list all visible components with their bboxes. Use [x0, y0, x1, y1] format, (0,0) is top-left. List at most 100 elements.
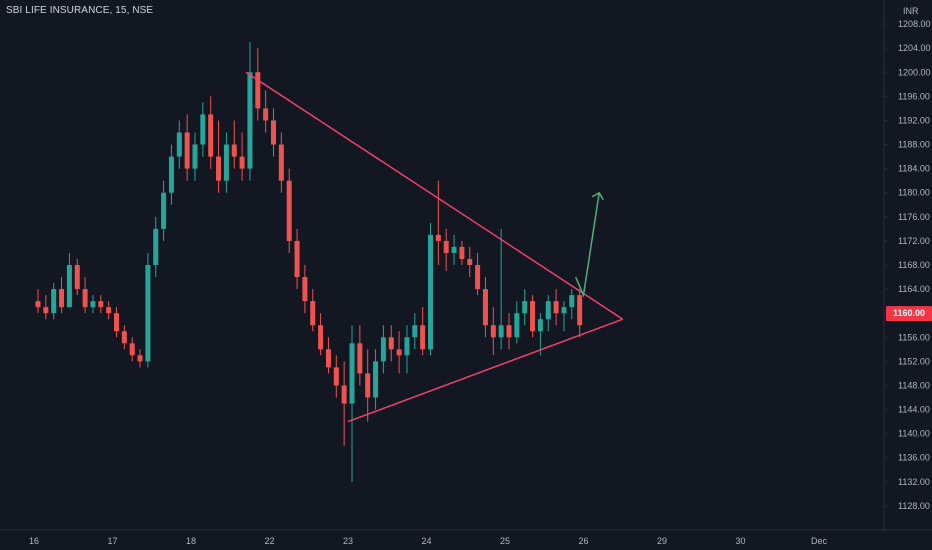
time-axis[interactable]: 16 17 18 22 23 24 25 26 29 30 Dec [29, 536, 828, 546]
chart-title: SBI LIFE INSURANCE, 15, NSE [6, 5, 154, 16]
candle-body [530, 301, 536, 332]
candle-body [263, 108, 269, 121]
candle-body [223, 144, 229, 181]
candle-body [216, 156, 222, 181]
candle-body [310, 301, 316, 326]
projection-arrowhead [591, 191, 604, 201]
time-tick-label: 25 [500, 536, 510, 546]
candle-body [59, 289, 65, 308]
candle-body [168, 156, 174, 193]
candle-body [106, 307, 112, 314]
candle-body [561, 307, 567, 314]
price-tick-label: 1192.00 [898, 115, 930, 125]
candle-body [404, 337, 410, 356]
candle-body [161, 192, 167, 229]
candle-body [577, 295, 583, 326]
candle-body [388, 337, 394, 350]
price-tick-label: 1204.00 [898, 43, 931, 53]
candle-body [349, 343, 355, 404]
price-tick-label: 1200.00 [898, 67, 931, 77]
price-tick-label: 1184.00 [898, 164, 930, 174]
candle-body [82, 289, 88, 308]
candle-body [129, 343, 135, 356]
price-tick-label: 1128.00 [898, 501, 930, 511]
candle-body [231, 144, 237, 157]
candle-body [396, 349, 402, 356]
candle-body [145, 265, 151, 362]
time-tick-label: 23 [343, 536, 353, 546]
candle-body [475, 265, 481, 290]
candle-body [412, 325, 418, 338]
candle-body [184, 132, 190, 169]
price-tick-label: 1156.00 [898, 332, 930, 342]
price-tick-label: 1140.00 [898, 429, 930, 439]
candle-body [302, 277, 308, 302]
price-tick-label: 1208.00 [898, 19, 931, 29]
candle-body [153, 228, 159, 265]
candle-body [357, 343, 363, 374]
time-tick-label: 24 [421, 536, 431, 546]
candle-body [506, 325, 512, 338]
price-tick-label: 1136.00 [898, 453, 930, 463]
price-tick-label: 1152.00 [898, 356, 930, 366]
time-tick-label: 16 [29, 536, 39, 546]
candle-body [569, 295, 575, 308]
time-tick-label: 22 [264, 536, 274, 546]
candle-body [498, 325, 504, 338]
trendline-lower [347, 318, 624, 423]
time-tick-label: Dec [811, 536, 828, 546]
candle-body [435, 234, 441, 241]
candle-body [459, 246, 465, 259]
candle-body [365, 373, 371, 398]
projection-path [574, 192, 600, 298]
trendlines-layer [245, 71, 624, 423]
candle-body [553, 301, 559, 314]
candle-body [294, 240, 300, 278]
candle-body [51, 289, 57, 314]
price-axis[interactable]: 1128.00 1132.00 1136.00 1140.00 1144.00 1148.… [884, 19, 931, 511]
candle-body [278, 144, 284, 181]
price-tick-label: 1176.00 [898, 212, 930, 222]
candle-body [341, 385, 347, 404]
price-tick-label: 1172.00 [898, 236, 930, 246]
candle-body [428, 234, 433, 350]
candle-body [74, 265, 80, 290]
candle-body [467, 258, 473, 265]
candle-body [545, 301, 551, 320]
last-price-value: 1160.00 [893, 308, 925, 318]
candle-body [98, 301, 104, 308]
candle-body [380, 337, 386, 362]
candle-body [443, 240, 449, 253]
candle-body [373, 361, 379, 398]
time-tick-label: 17 [107, 536, 117, 546]
candle-body [255, 72, 261, 109]
time-tick-label: 26 [578, 536, 588, 546]
candle-body [271, 120, 276, 145]
price-tick-label: 1168.00 [898, 260, 930, 270]
price-tick-label: 1132.00 [898, 477, 930, 487]
price-tick-label: 1144.00 [898, 405, 930, 415]
candle-body [537, 319, 543, 332]
candle-body [318, 325, 324, 350]
candle-body [66, 265, 72, 308]
price-tick-label: 1164.00 [898, 284, 930, 294]
price-tick-label: 1180.00 [898, 188, 930, 198]
candle-body [482, 289, 488, 326]
candle-body [200, 114, 206, 145]
price-tick-label: 1196.00 [898, 91, 930, 101]
last-price-badge: 1160.00 [886, 306, 932, 322]
candle-body [333, 367, 339, 386]
candle-body [208, 114, 214, 157]
candle-body [176, 132, 182, 157]
candle-body [325, 349, 331, 368]
candle-body [137, 355, 143, 362]
trendline-upper [245, 71, 624, 320]
price-tick-label: 1148.00 [898, 380, 930, 390]
candle-body [490, 325, 496, 338]
candle-body [239, 156, 245, 169]
candle-body [420, 325, 426, 350]
candle-body [522, 301, 528, 314]
candles-layer [35, 42, 583, 482]
